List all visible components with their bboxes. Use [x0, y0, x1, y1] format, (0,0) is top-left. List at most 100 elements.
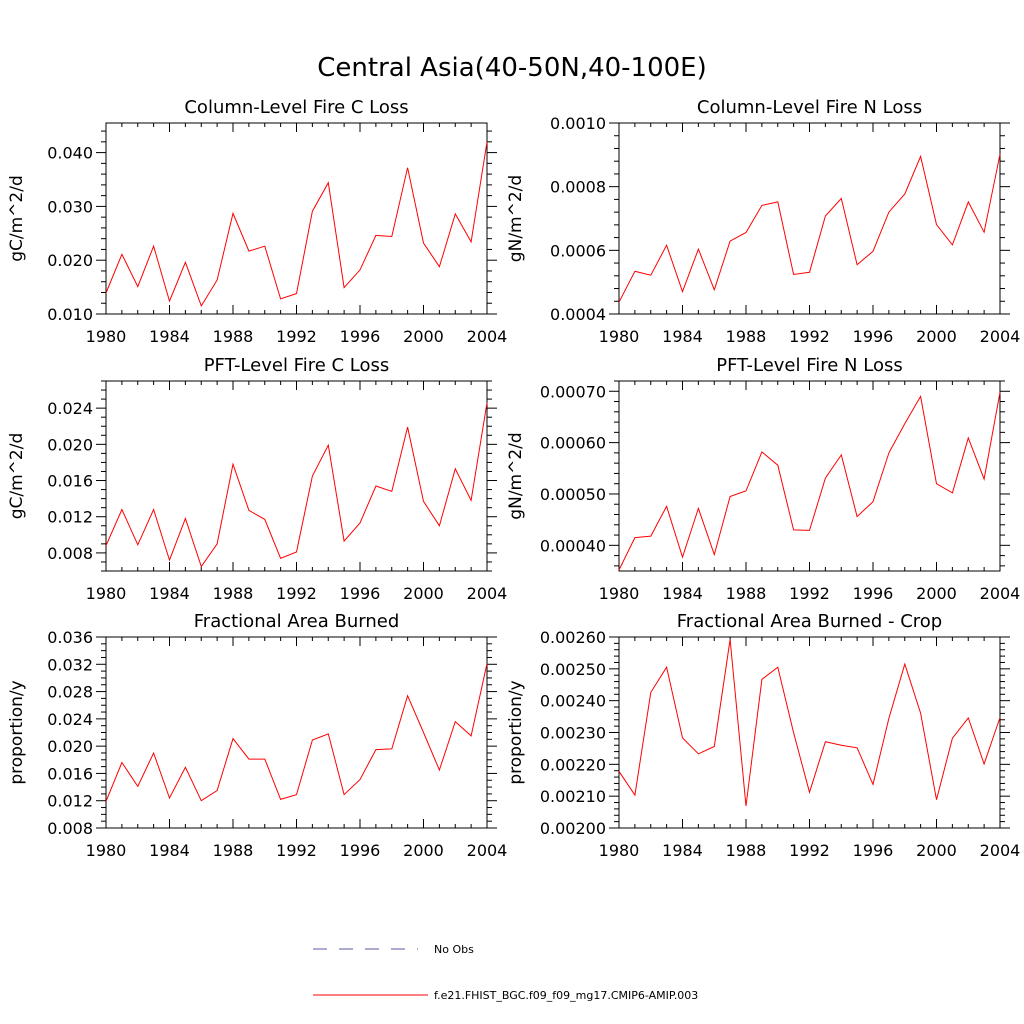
legend-label-model: f.e21.FHIST_BGC.f09_f09_mg17.CMIP6-AMIP.… [434, 989, 698, 1002]
x-tick-label: 1984 [149, 327, 190, 346]
x-tick-label: 1988 [726, 841, 767, 860]
x-tick-label: 2000 [403, 327, 444, 346]
y-tick-label: 0.020 [47, 435, 93, 454]
series-line-model [618, 154, 1001, 303]
x-tick-label: 2004 [980, 841, 1021, 860]
x-tick-label: 1996 [853, 327, 894, 346]
x-tick-label: 1992 [789, 584, 830, 603]
y-axis-label: proportion/y [7, 680, 27, 784]
y-tick-label: 0.00220 [540, 755, 606, 774]
x-tick-label: 2000 [916, 584, 957, 603]
x-tick-label: 2000 [916, 327, 957, 346]
x-tick-label: 1980 [599, 327, 640, 346]
x-tick-label: 1996 [853, 841, 894, 860]
x-tick-label: 1984 [662, 584, 703, 603]
x-tick-label: 2000 [916, 841, 957, 860]
y-axis-label: gC/m^2/d [7, 433, 27, 520]
y-tick-label: 0.028 [47, 683, 93, 702]
series-line-model [618, 639, 1001, 807]
y-tick-label: 0.0006 [550, 241, 606, 260]
y-tick-label: 0.0010 [550, 114, 606, 133]
x-tick-label: 2004 [467, 841, 508, 860]
chart-panel-6: Fractional Area Burned - Crop proportion/… [506, 611, 1020, 860]
y-axis-label: gC/m^2/d [7, 175, 27, 262]
x-tick-label: 1996 [340, 327, 381, 346]
y-tick-label: 0.024 [47, 399, 93, 418]
y-tick-label: 0.036 [47, 628, 93, 647]
plot-frame [618, 380, 1001, 572]
series-line-model [618, 392, 1001, 571]
x-tick-label: 1992 [276, 841, 317, 860]
y-tick-label: 0.040 [47, 144, 93, 163]
x-tick-label: 1988 [213, 584, 254, 603]
y-tick-label: 0.016 [47, 764, 93, 783]
chart-panel-2: Column-Level Fire N Loss gN/m^2/d 1980 1984… [506, 97, 1020, 346]
panel-title: Fractional Area Burned - Crop [677, 611, 942, 632]
x-tick-label: 2004 [467, 584, 508, 603]
y-tick-label: 0.00230 [540, 724, 606, 743]
x-tick-label: 1996 [853, 584, 894, 603]
series-line-model [105, 141, 488, 308]
y-tick-label: 0.00260 [540, 628, 606, 647]
y-tick-label: 0.00240 [540, 692, 606, 711]
y-tick-label: 0.012 [47, 792, 93, 811]
chart-panel-4: PFT-Level Fire N Loss gN/m^2/d 1980 1984 198… [506, 355, 1020, 603]
series-line-model [105, 663, 488, 802]
x-tick-label: 1988 [726, 584, 767, 603]
x-tick-label: 1992 [276, 584, 317, 603]
plot-frame [105, 122, 488, 315]
y-tick-label: 0.00050 [540, 485, 606, 504]
plot-frame [105, 636, 488, 829]
x-tick-label: 1992 [276, 327, 317, 346]
y-tick-label: 0.00040 [540, 536, 606, 555]
legend-label-no-obs: No Obs [434, 943, 474, 956]
panel-title: PFT-Level Fire C Loss [204, 355, 390, 376]
panel-title: Fractional Area Burned [194, 611, 400, 632]
y-tick-label: 0.016 [47, 472, 93, 491]
chart-panels: Column-Level Fire C Loss gC/m^2/d 1980 1984… [7, 97, 1020, 860]
x-tick-label: 1992 [789, 327, 830, 346]
x-tick-label: 1984 [149, 584, 190, 603]
y-axis-label: gN/m^2/d [506, 432, 526, 519]
legend: No Obs f.e21.FHIST_BGC.f09_f09_mg17.CMIP… [313, 943, 698, 1002]
y-tick-label: 0.032 [47, 655, 93, 674]
y-tick-label: 0.00060 [540, 434, 606, 453]
chart-panel-3: PFT-Level Fire C Loss gC/m^2/d 1980 1984 198… [7, 355, 507, 603]
x-tick-label: 1988 [726, 327, 767, 346]
x-tick-label: 1992 [789, 841, 830, 860]
y-tick-label: 0.010 [47, 305, 93, 324]
x-tick-label: 1988 [213, 327, 254, 346]
y-tick-label: 0.00210 [540, 787, 606, 806]
x-tick-label: 1988 [213, 841, 254, 860]
x-tick-label: 2004 [980, 584, 1021, 603]
figure-title: Central Asia(40-50N,40-100E) [317, 53, 707, 83]
plot-frame [618, 636, 1001, 829]
y-tick-label: 0.020 [47, 251, 93, 270]
y-tick-label: 0.008 [47, 544, 93, 563]
x-tick-label: 1996 [340, 841, 381, 860]
x-tick-label: 1980 [86, 584, 127, 603]
panel-title: Column-Level Fire C Loss [184, 97, 408, 118]
y-tick-label: 0.020 [47, 737, 93, 756]
x-tick-label: 1980 [86, 841, 127, 860]
series-line-model [105, 402, 488, 568]
y-tick-label: 0.008 [47, 819, 93, 838]
plot-frame [105, 380, 488, 572]
y-tick-label: 0.0008 [550, 178, 606, 197]
x-tick-label: 1980 [599, 841, 640, 860]
x-tick-label: 1984 [149, 841, 190, 860]
x-tick-label: 1980 [86, 327, 127, 346]
y-axis-label: gN/m^2/d [506, 175, 526, 262]
y-axis-label: proportion/y [506, 680, 526, 784]
panel-title: Column-Level Fire N Loss [697, 97, 922, 118]
x-tick-label: 1980 [599, 584, 640, 603]
y-tick-label: 0.00250 [540, 660, 606, 679]
y-tick-label: 0.024 [47, 710, 93, 729]
chart-panel-1: Column-Level Fire C Loss gC/m^2/d 1980 1984… [7, 97, 507, 346]
y-tick-label: 0.012 [47, 508, 93, 527]
x-tick-label: 1984 [662, 841, 703, 860]
y-tick-label: 0.030 [47, 197, 93, 216]
plot-frame [618, 122, 1001, 315]
x-tick-label: 1984 [662, 327, 703, 346]
